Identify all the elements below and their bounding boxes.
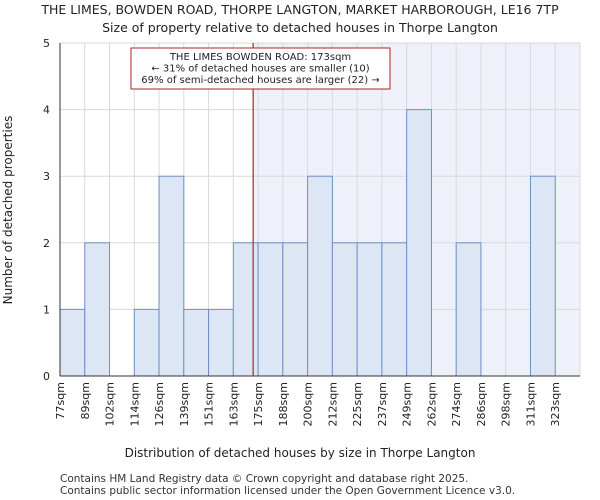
x-tick-label: 114sqm (128, 382, 141, 426)
annotation-line: 69% of semi-detached houses are larger (… (141, 75, 379, 86)
x-tick-label: 237sqm (376, 382, 389, 426)
x-tick-label: 175sqm (252, 382, 265, 426)
x-tick-label: 89sqm (79, 382, 92, 419)
histogram-bar (59, 308, 86, 377)
plot-area: 0 1 2 3 4 5 77sqm 89sqm 102sqm 114sqm 126sqm 139sqm… (43, 37, 581, 426)
histogram-bar (183, 308, 210, 377)
histogram-bar (406, 109, 432, 377)
footer-line-2: Contains public sector information licen… (60, 485, 515, 497)
x-tick-label: 126sqm (153, 382, 166, 426)
x-tick-label: 200sqm (302, 382, 315, 426)
histogram-bar (381, 242, 408, 377)
x-tick-label: 188sqm (277, 382, 290, 426)
histogram-bar (307, 175, 333, 377)
histogram-bar (529, 175, 556, 377)
histogram-bar (232, 242, 259, 377)
y-tick-label: 1 (43, 303, 50, 316)
footer-line-1: Contains HM Land Registry data © Crown c… (60, 473, 468, 485)
chart-title: THE LIMES, BOWDEN ROAD, THORPE LANGTON, … (40, 2, 559, 17)
histogram-bar (208, 308, 234, 377)
y-tick-label: 5 (43, 37, 50, 50)
annotation-line: ← 31% of detached houses are smaller (10… (151, 64, 369, 75)
x-tick-label: 151sqm (203, 382, 216, 426)
annotation-line: THE LIMES BOWDEN ROAD: 173sqm (169, 52, 351, 63)
histogram-bar (84, 242, 111, 377)
annotation-box (130, 47, 391, 90)
histogram-bar (356, 242, 383, 377)
x-tick-label: 77sqm (54, 382, 67, 419)
x-tick-label: 163sqm (227, 382, 240, 426)
x-tick-label: 249sqm (401, 382, 414, 426)
x-tick-label: 274sqm (450, 382, 463, 426)
x-tick-label: 139sqm (178, 382, 191, 426)
x-tick-label: 225sqm (351, 382, 364, 426)
x-tick-label: 286sqm (475, 382, 488, 426)
y-tick-label: 2 (43, 237, 50, 250)
y-tick-label: 4 (43, 104, 50, 117)
x-axis-label: Distribution of detached houses by size … (125, 446, 476, 460)
x-tick-label: 323sqm (549, 382, 562, 426)
y-tick-label: 0 (43, 370, 50, 383)
y-axis-label: Number of detached properties (1, 116, 15, 305)
y-tick-label: 3 (43, 170, 50, 183)
x-tick-label: 311sqm (524, 382, 537, 426)
histogram-bar (158, 175, 185, 377)
histogram-bar (331, 242, 358, 377)
x-tick-label: 102sqm (104, 382, 117, 426)
chart-subtitle: Size of property relative to detached ho… (102, 20, 498, 35)
histogram-bar (133, 308, 160, 377)
x-tick-label: 262sqm (425, 382, 438, 426)
x-tick-label: 298sqm (500, 382, 513, 426)
x-tick-label: 212sqm (326, 382, 339, 426)
histogram-bar (257, 242, 284, 377)
histogram-bar (282, 242, 309, 377)
histogram-bar (455, 242, 482, 377)
